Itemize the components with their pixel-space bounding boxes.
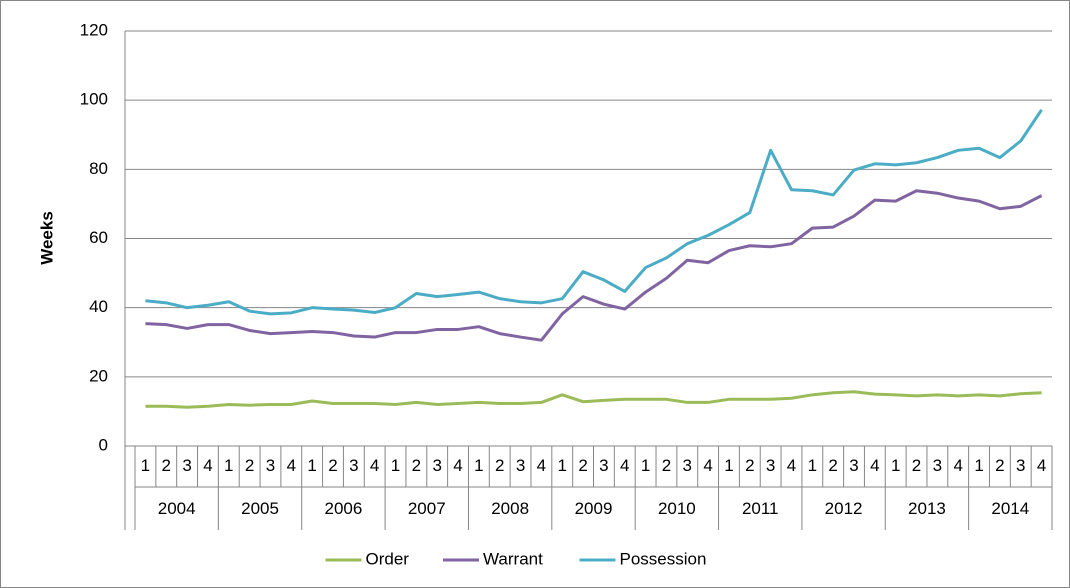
x-tick-label: 3 xyxy=(516,456,525,475)
x-tick-label: 1 xyxy=(891,456,900,475)
x-tick-label: 4 xyxy=(953,456,962,475)
x-tick-label: 4 xyxy=(1037,456,1046,475)
x-tick-label: 3 xyxy=(599,456,608,475)
x-tick-label: 4 xyxy=(287,456,296,475)
x-tick-label: 4 xyxy=(453,456,462,475)
x-tick-label: 4 xyxy=(703,456,712,475)
x-tick-label: 3 xyxy=(432,456,441,475)
x-tick-label: 4 xyxy=(370,456,379,475)
y-tick-label: 60 xyxy=(89,228,108,247)
x-tick-label: 1 xyxy=(224,456,233,475)
x-tick-label: 4 xyxy=(537,456,546,475)
series-line xyxy=(145,390,1042,409)
x-group-label: 2007 xyxy=(408,499,446,518)
y-tick-label: 40 xyxy=(89,297,108,316)
legend-label: Order xyxy=(366,549,410,568)
x-group-label: 2005 xyxy=(241,499,279,518)
y-tick-label: 100 xyxy=(80,90,108,109)
x-tick-label: 1 xyxy=(724,456,733,475)
x-tick-label: 2 xyxy=(662,456,671,475)
x-tick-label: 2 xyxy=(162,456,171,475)
x-tick-label: 3 xyxy=(266,456,275,475)
x-group-label: 2011 xyxy=(742,499,779,518)
x-group-label: 2012 xyxy=(825,499,863,518)
x-tick-label: 2 xyxy=(912,456,921,475)
x-group-label: 2014 xyxy=(991,499,1029,518)
x-tick-label: 2 xyxy=(578,456,587,475)
x-tick-label: 1 xyxy=(307,456,316,475)
x-tick-label: 2 xyxy=(745,456,754,475)
legend-label: Possession xyxy=(620,549,707,568)
x-tick-label: 3 xyxy=(182,456,191,475)
series-line xyxy=(145,109,1043,316)
x-group-label: 2004 xyxy=(158,499,196,518)
x-group-label: 2013 xyxy=(908,499,946,518)
x-tick-label: 1 xyxy=(474,456,483,475)
y-tick-label: 20 xyxy=(89,366,108,385)
x-tick-label: 3 xyxy=(683,456,692,475)
x-tick-label: 4 xyxy=(870,456,879,475)
x-tick-label: 3 xyxy=(933,456,942,475)
x-tick-label: 1 xyxy=(558,456,567,475)
x-tick-label: 3 xyxy=(1016,456,1025,475)
series-line xyxy=(145,189,1043,342)
x-tick-label: 3 xyxy=(849,456,858,475)
x-tick-label: 4 xyxy=(787,456,796,475)
x-group-label: 2010 xyxy=(658,499,696,518)
x-group-label: 2006 xyxy=(324,499,362,518)
x-tick-label: 2 xyxy=(828,456,837,475)
x-group-label: 2009 xyxy=(575,499,613,518)
x-tick-label: 1 xyxy=(641,456,650,475)
x-tick-label: 3 xyxy=(766,456,775,475)
x-tick-label: 2 xyxy=(995,456,1004,475)
y-tick-label: 120 xyxy=(80,20,108,39)
x-tick-label: 1 xyxy=(391,456,400,475)
x-tick-label: 4 xyxy=(620,456,629,475)
x-tick-label: 1 xyxy=(974,456,983,475)
x-tick-label: 1 xyxy=(808,456,817,475)
x-group-label: 2008 xyxy=(491,499,529,518)
x-tick-label: 2 xyxy=(245,456,254,475)
x-tick-label: 2 xyxy=(495,456,504,475)
x-tick-label: 3 xyxy=(349,456,358,475)
x-tick-label: 4 xyxy=(203,456,212,475)
y-axis-label: Weeks xyxy=(37,211,56,265)
legend-label: Warrant xyxy=(483,549,543,568)
x-tick-label: 2 xyxy=(412,456,421,475)
y-tick-label: 80 xyxy=(89,159,108,178)
x-tick-label: 2 xyxy=(328,456,337,475)
y-tick-label: 0 xyxy=(99,435,108,454)
x-tick-label: 1 xyxy=(141,456,150,475)
